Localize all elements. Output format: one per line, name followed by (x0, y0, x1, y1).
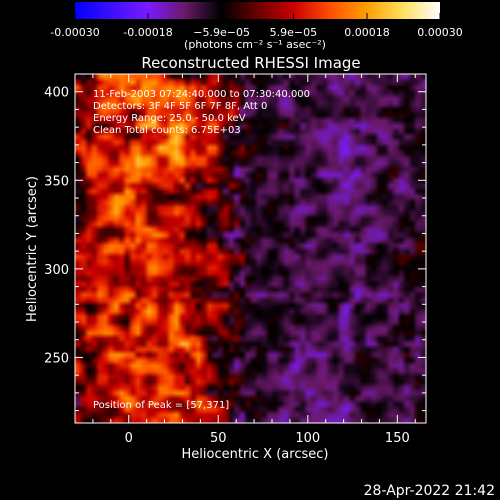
colorbar-tick-label: −5.9e−05 (193, 26, 250, 39)
y-tick-label: 350 (44, 174, 69, 189)
heatmap-raster (75, 74, 426, 423)
x-tick-label: 150 (385, 431, 410, 446)
colorbar: -0.00030 -0.00018 −5.9e−05 5.9e−05 0.00018 0.… (50, 2, 463, 51)
y-axis: 250 300 350 400 (44, 73, 426, 412)
footer-timestamp: 28-Apr-2022 21:42 (364, 483, 495, 499)
colorbar-tick-label: 0.00030 (417, 26, 463, 39)
info-annotations: 11-Feb-2003 07:24:40.000 to 07:30:40.000… (93, 89, 310, 136)
colorbar-units-label: (photons cm⁻² s⁻¹ asec⁻²) (184, 38, 326, 51)
y-axis-label: Heliocentric Y (arcsec) (25, 176, 40, 322)
heatmap-image (75, 74, 426, 423)
plot-frame (74, 73, 427, 424)
y-tick-label: 300 (44, 263, 69, 278)
x-axis-label: Heliocentric X (arcsec) (182, 447, 329, 462)
colorbar-ticks: -0.00030 -0.00018 −5.9e−05 5.9e−05 0.00018 0.… (50, 13, 463, 39)
x-tick-label: 0 (125, 431, 133, 446)
y-tick-label: 250 (44, 351, 69, 366)
chart-title: Reconstructed RHESSI Image (141, 54, 360, 72)
colorbar-tick-label: 0.00018 (344, 26, 390, 39)
annotation-time: 11-Feb-2003 07:24:40.000 to 07:30:40.000 (93, 89, 310, 100)
peak-position-label: Position of Peak = [57,371] (93, 400, 229, 411)
x-tick-label: 50 (210, 431, 227, 446)
x-tick-label: 100 (295, 431, 320, 446)
y-tick-label: 400 (44, 86, 69, 101)
colorbar-tick-label: 5.9e−05 (270, 26, 317, 39)
annotation-counts: Clean Total counts: 6.75E+03 (93, 125, 241, 136)
colorbar-gradient (75, 2, 440, 19)
colorbar-tick-label: -0.00018 (123, 26, 172, 39)
annotation-energy: Energy Range: 25.0 - 50.0 keV (93, 113, 246, 124)
x-axis: 0 50 100 150 (92, 74, 416, 446)
annotation-detectors: Detectors: 3F 4F 5F 6F 7F 8F, Att 0 (93, 101, 267, 112)
colorbar-tick-label: -0.00030 (50, 26, 99, 39)
